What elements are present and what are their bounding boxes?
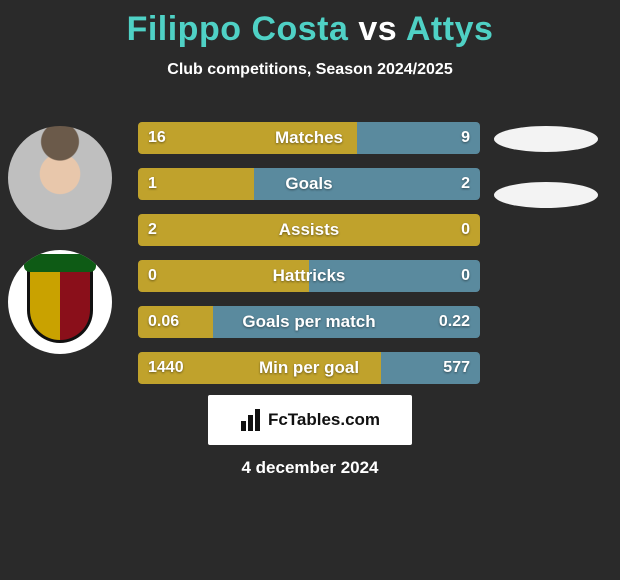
vs-label: vs (358, 10, 397, 48)
club-badge-icon (27, 261, 93, 343)
stat-value-left: 1 (148, 168, 157, 200)
stat-value-left: 0.06 (148, 306, 179, 338)
stat-value-left: 1440 (148, 352, 184, 384)
stat-value-right: 577 (443, 352, 470, 384)
stat-bar-right (254, 168, 480, 200)
stat-value-left: 2 (148, 214, 157, 246)
stat-value-right: 2 (461, 168, 470, 200)
stat-value-right: 0 (461, 260, 470, 292)
subtitle: Club competitions, Season 2024/2025 (0, 61, 620, 79)
player1-avatar (8, 126, 112, 230)
stat-value-right: 0 (461, 214, 470, 246)
stat-bar-left (138, 122, 357, 154)
stat-row: 20Assists (138, 214, 480, 246)
player2-name: Attys (406, 10, 494, 48)
stat-row: 169Matches (138, 122, 480, 154)
player2-placeholder-column (494, 126, 598, 208)
avatar-column (8, 126, 112, 354)
player1-name: Filippo Costa (127, 10, 349, 48)
stat-row: 1440577Min per goal (138, 352, 480, 384)
bar-chart-icon (240, 409, 262, 431)
stat-row: 00Hattricks (138, 260, 480, 292)
player1-club-badge (8, 250, 112, 354)
date-label: 4 december 2024 (0, 458, 620, 478)
stat-row: 12Goals (138, 168, 480, 200)
stat-value-right: 0.22 (439, 306, 470, 338)
stat-value-left: 0 (148, 260, 157, 292)
stat-bars-container: 169Matches12Goals20Assists00Hattricks0.0… (138, 122, 480, 384)
comparison-title: Filippo Costa vs Attys (0, 0, 620, 49)
brand-logo: FcTables.com (208, 395, 412, 445)
player2-avatar-placeholder (494, 126, 598, 152)
stat-bar-left (138, 260, 309, 292)
player2-club-placeholder (494, 182, 598, 208)
stat-bar-right (309, 260, 480, 292)
stat-value-right: 9 (461, 122, 470, 154)
stat-bar-left (138, 214, 480, 246)
stat-row: 0.060.22Goals per match (138, 306, 480, 338)
brand-text: FcTables.com (268, 410, 380, 430)
stat-value-left: 16 (148, 122, 166, 154)
